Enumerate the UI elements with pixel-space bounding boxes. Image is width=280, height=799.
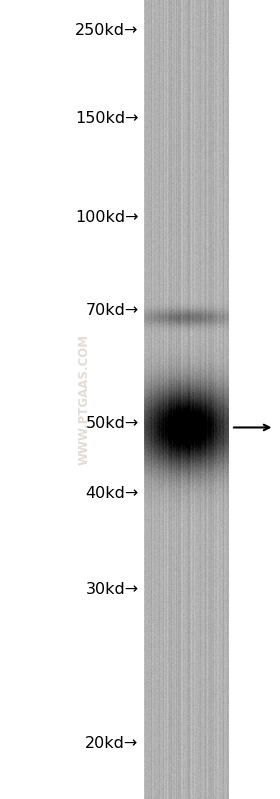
Text: 70kd→: 70kd→ xyxy=(85,303,139,317)
Text: 150kd→: 150kd→ xyxy=(75,111,139,125)
Text: 100kd→: 100kd→ xyxy=(75,210,139,225)
Text: 50kd→: 50kd→ xyxy=(85,416,139,431)
Text: WWW.PTGAAS.COM: WWW.PTGAAS.COM xyxy=(78,334,90,465)
Text: 20kd→: 20kd→ xyxy=(85,736,139,750)
Text: 30kd→: 30kd→ xyxy=(85,582,139,597)
Text: 250kd→: 250kd→ xyxy=(75,23,139,38)
Text: 40kd→: 40kd→ xyxy=(85,487,139,501)
